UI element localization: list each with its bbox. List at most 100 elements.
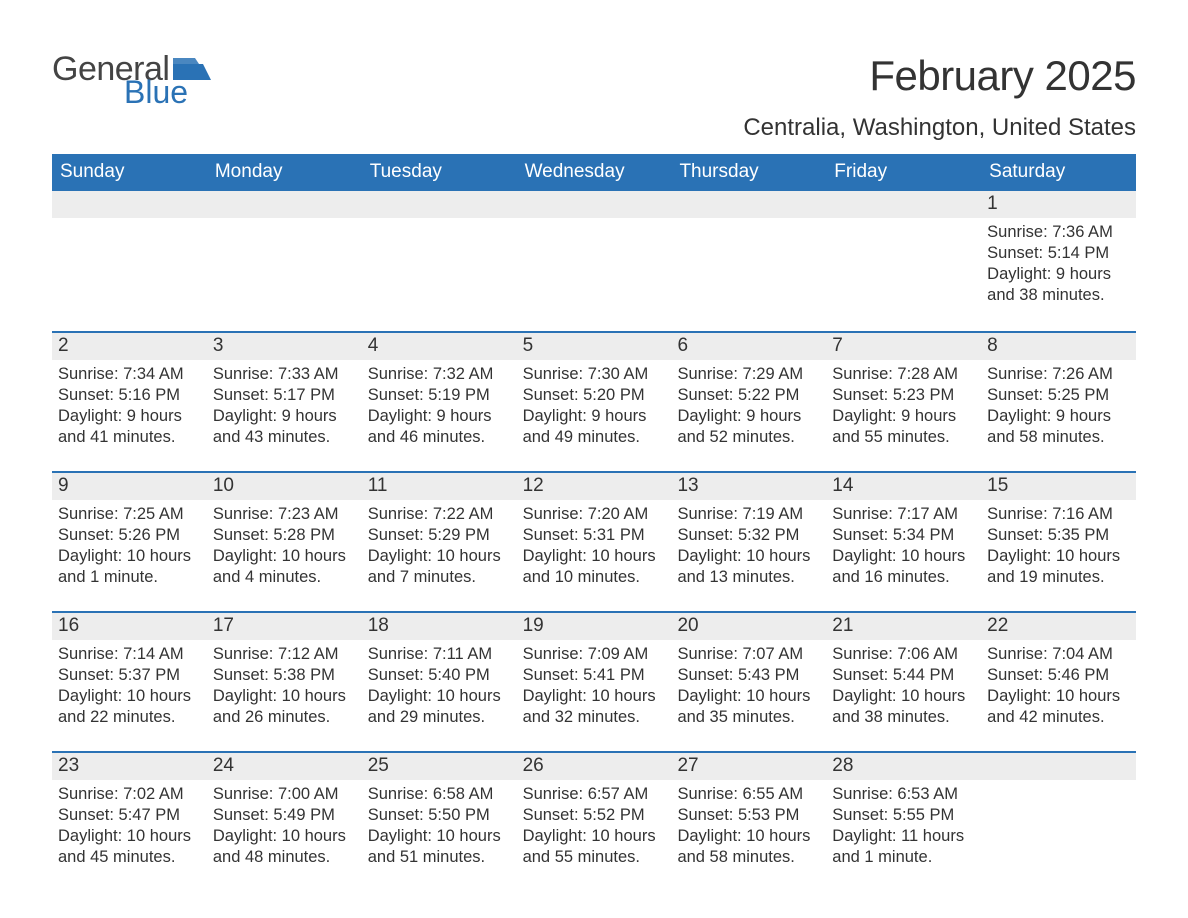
title-block: February 2025 Centralia, Washington, Uni… xyxy=(743,52,1136,142)
day-number: 28 xyxy=(826,753,981,780)
day-number xyxy=(52,191,207,218)
calendar-day-cell xyxy=(671,191,826,331)
day-details: Sunrise: 7:22 AMSunset: 5:29 PMDaylight:… xyxy=(362,500,517,598)
daylight-text: Daylight: 10 hours and 19 minutes. xyxy=(987,546,1130,588)
calendar-day-cell: 18Sunrise: 7:11 AMSunset: 5:40 PMDayligh… xyxy=(362,613,517,751)
day-number: 19 xyxy=(517,613,672,640)
day-number xyxy=(826,191,981,218)
calendar-day-cell: 5Sunrise: 7:30 AMSunset: 5:20 PMDaylight… xyxy=(517,333,672,471)
daylight-text: Daylight: 10 hours and 45 minutes. xyxy=(58,826,201,868)
calendar-day-cell: 19Sunrise: 7:09 AMSunset: 5:41 PMDayligh… xyxy=(517,613,672,751)
calendar: Sunday Monday Tuesday Wednesday Thursday… xyxy=(52,154,1136,891)
sunrise-text: Sunrise: 6:57 AM xyxy=(523,784,666,805)
daylight-text: Daylight: 10 hours and 58 minutes. xyxy=(677,826,820,868)
sunrise-text: Sunrise: 6:55 AM xyxy=(677,784,820,805)
sunrise-text: Sunrise: 7:32 AM xyxy=(368,364,511,385)
day-number: 6 xyxy=(671,333,826,360)
calendar-week-row: 9Sunrise: 7:25 AMSunset: 5:26 PMDaylight… xyxy=(52,471,1136,611)
sunrise-text: Sunrise: 7:22 AM xyxy=(368,504,511,525)
calendar-day-cell: 25Sunrise: 6:58 AMSunset: 5:50 PMDayligh… xyxy=(362,753,517,891)
day-number: 12 xyxy=(517,473,672,500)
day-number: 13 xyxy=(671,473,826,500)
day-details: Sunrise: 6:58 AMSunset: 5:50 PMDaylight:… xyxy=(362,780,517,878)
daylight-text: Daylight: 9 hours and 43 minutes. xyxy=(213,406,356,448)
daylight-text: Daylight: 9 hours and 38 minutes. xyxy=(987,264,1130,306)
day-details: Sunrise: 6:55 AMSunset: 5:53 PMDaylight:… xyxy=(671,780,826,878)
day-number xyxy=(362,191,517,218)
sunrise-text: Sunrise: 7:19 AM xyxy=(677,504,820,525)
day-details: Sunrise: 7:12 AMSunset: 5:38 PMDaylight:… xyxy=(207,640,362,738)
dow-thursday: Thursday xyxy=(671,154,826,191)
dow-wednesday: Wednesday xyxy=(517,154,672,191)
sunrise-text: Sunrise: 7:28 AM xyxy=(832,364,975,385)
day-number: 1 xyxy=(981,191,1136,218)
day-details xyxy=(671,218,826,232)
sunset-text: Sunset: 5:40 PM xyxy=(368,665,511,686)
daylight-text: Daylight: 10 hours and 13 minutes. xyxy=(677,546,820,588)
sunset-text: Sunset: 5:25 PM xyxy=(987,385,1130,406)
daylight-text: Daylight: 9 hours and 41 minutes. xyxy=(58,406,201,448)
day-number: 3 xyxy=(207,333,362,360)
day-details: Sunrise: 7:30 AMSunset: 5:20 PMDaylight:… xyxy=(517,360,672,458)
day-details: Sunrise: 6:53 AMSunset: 5:55 PMDaylight:… xyxy=(826,780,981,878)
day-number: 5 xyxy=(517,333,672,360)
dow-sunday: Sunday xyxy=(52,154,207,191)
sunrise-text: Sunrise: 7:36 AM xyxy=(987,222,1130,243)
calendar-day-cell xyxy=(207,191,362,331)
day-details: Sunrise: 7:16 AMSunset: 5:35 PMDaylight:… xyxy=(981,500,1136,598)
calendar-day-cell xyxy=(826,191,981,331)
calendar-day-cell: 9Sunrise: 7:25 AMSunset: 5:26 PMDaylight… xyxy=(52,473,207,611)
daylight-text: Daylight: 10 hours and 29 minutes. xyxy=(368,686,511,728)
day-details: Sunrise: 7:25 AMSunset: 5:26 PMDaylight:… xyxy=(52,500,207,598)
daylight-text: Daylight: 9 hours and 55 minutes. xyxy=(832,406,975,448)
daylight-text: Daylight: 10 hours and 26 minutes. xyxy=(213,686,356,728)
day-number: 10 xyxy=(207,473,362,500)
sunrise-text: Sunrise: 7:33 AM xyxy=(213,364,356,385)
day-number: 17 xyxy=(207,613,362,640)
sunrise-text: Sunrise: 7:12 AM xyxy=(213,644,356,665)
sunset-text: Sunset: 5:43 PM xyxy=(677,665,820,686)
day-number: 23 xyxy=(52,753,207,780)
calendar-day-cell: 17Sunrise: 7:12 AMSunset: 5:38 PMDayligh… xyxy=(207,613,362,751)
calendar-day-cell: 1Sunrise: 7:36 AMSunset: 5:14 PMDaylight… xyxy=(981,191,1136,331)
sunrise-text: Sunrise: 7:29 AM xyxy=(677,364,820,385)
day-details xyxy=(207,218,362,232)
sunset-text: Sunset: 5:38 PM xyxy=(213,665,356,686)
sunset-text: Sunset: 5:41 PM xyxy=(523,665,666,686)
calendar-day-cell xyxy=(52,191,207,331)
daylight-text: Daylight: 9 hours and 58 minutes. xyxy=(987,406,1130,448)
sunset-text: Sunset: 5:28 PM xyxy=(213,525,356,546)
sunset-text: Sunset: 5:22 PM xyxy=(677,385,820,406)
sunset-text: Sunset: 5:52 PM xyxy=(523,805,666,826)
day-details: Sunrise: 7:04 AMSunset: 5:46 PMDaylight:… xyxy=(981,640,1136,738)
day-details: Sunrise: 7:02 AMSunset: 5:47 PMDaylight:… xyxy=(52,780,207,878)
dow-monday: Monday xyxy=(207,154,362,191)
calendar-day-cell: 13Sunrise: 7:19 AMSunset: 5:32 PMDayligh… xyxy=(671,473,826,611)
calendar-day-cell: 10Sunrise: 7:23 AMSunset: 5:28 PMDayligh… xyxy=(207,473,362,611)
sunset-text: Sunset: 5:37 PM xyxy=(58,665,201,686)
calendar-day-cell: 26Sunrise: 6:57 AMSunset: 5:52 PMDayligh… xyxy=(517,753,672,891)
daylight-text: Daylight: 10 hours and 16 minutes. xyxy=(832,546,975,588)
calendar-day-cell: 23Sunrise: 7:02 AMSunset: 5:47 PMDayligh… xyxy=(52,753,207,891)
daylight-text: Daylight: 10 hours and 51 minutes. xyxy=(368,826,511,868)
sunset-text: Sunset: 5:31 PM xyxy=(523,525,666,546)
day-details: Sunrise: 7:20 AMSunset: 5:31 PMDaylight:… xyxy=(517,500,672,598)
calendar-day-cell: 4Sunrise: 7:32 AMSunset: 5:19 PMDaylight… xyxy=(362,333,517,471)
day-number: 20 xyxy=(671,613,826,640)
day-details xyxy=(517,218,672,232)
day-details: Sunrise: 7:34 AMSunset: 5:16 PMDaylight:… xyxy=(52,360,207,458)
calendar-day-cell: 16Sunrise: 7:14 AMSunset: 5:37 PMDayligh… xyxy=(52,613,207,751)
sunset-text: Sunset: 5:16 PM xyxy=(58,385,201,406)
calendar-week-row: 23Sunrise: 7:02 AMSunset: 5:47 PMDayligh… xyxy=(52,751,1136,891)
calendar-day-cell: 28Sunrise: 6:53 AMSunset: 5:55 PMDayligh… xyxy=(826,753,981,891)
day-details: Sunrise: 7:07 AMSunset: 5:43 PMDaylight:… xyxy=(671,640,826,738)
sunset-text: Sunset: 5:49 PM xyxy=(213,805,356,826)
day-number: 21 xyxy=(826,613,981,640)
daylight-text: Daylight: 10 hours and 10 minutes. xyxy=(523,546,666,588)
day-number: 2 xyxy=(52,333,207,360)
page-header: General Blue February 2025 Centralia, Wa… xyxy=(52,52,1136,142)
sunrise-text: Sunrise: 7:07 AM xyxy=(677,644,820,665)
daylight-text: Daylight: 10 hours and 22 minutes. xyxy=(58,686,201,728)
day-details: Sunrise: 7:23 AMSunset: 5:28 PMDaylight:… xyxy=(207,500,362,598)
calendar-week-row: 2Sunrise: 7:34 AMSunset: 5:16 PMDaylight… xyxy=(52,331,1136,471)
